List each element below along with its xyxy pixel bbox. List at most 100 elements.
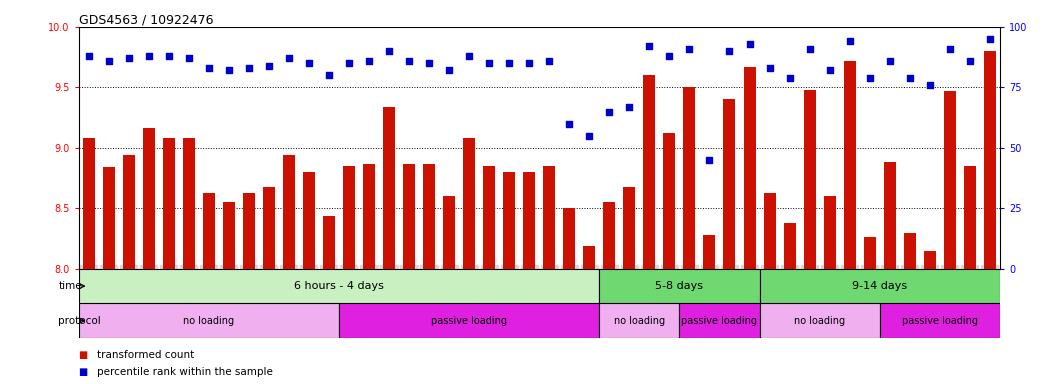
Bar	[759, 269, 1000, 303]
Bar	[504, 172, 515, 269]
Point	[381, 48, 398, 54]
Point	[180, 55, 197, 61]
Point	[901, 74, 918, 81]
Point	[160, 53, 177, 59]
Bar	[79, 269, 599, 303]
Bar	[423, 164, 436, 269]
Point	[641, 43, 658, 49]
Bar	[904, 232, 916, 269]
Point	[741, 41, 758, 47]
Bar	[463, 138, 475, 269]
Bar	[643, 75, 655, 269]
Point	[441, 67, 458, 73]
Bar	[583, 246, 596, 269]
Point	[661, 53, 677, 59]
Bar	[403, 164, 415, 269]
Text: percentile rank within the sample: percentile rank within the sample	[97, 367, 273, 377]
Point	[461, 53, 477, 59]
Point	[842, 38, 859, 45]
Text: 6 hours - 4 days: 6 hours - 4 days	[294, 281, 384, 291]
Bar	[623, 187, 636, 269]
Point	[281, 55, 297, 61]
Bar	[864, 237, 875, 269]
Bar	[223, 202, 235, 269]
Bar	[443, 196, 455, 269]
Point	[320, 72, 337, 78]
Bar	[759, 303, 879, 338]
Bar	[122, 155, 135, 269]
Bar	[182, 138, 195, 269]
Bar	[684, 88, 695, 269]
Point	[581, 133, 598, 139]
Text: 5-8 days: 5-8 days	[655, 281, 704, 291]
Text: protocol: protocol	[59, 316, 102, 326]
Bar	[103, 167, 114, 269]
Bar	[483, 166, 495, 269]
Bar	[543, 166, 555, 269]
Bar	[923, 251, 936, 269]
Bar	[984, 51, 996, 269]
Point	[120, 55, 137, 61]
Bar	[599, 269, 759, 303]
Point	[200, 65, 217, 71]
Bar	[680, 303, 759, 338]
Text: GDS4563 / 10922476: GDS4563 / 10922476	[79, 14, 213, 27]
Bar	[563, 209, 575, 269]
Bar	[162, 138, 175, 269]
Point	[862, 74, 878, 81]
Text: ■: ■	[79, 367, 88, 377]
Point	[140, 53, 157, 59]
Point	[801, 46, 818, 52]
Point	[421, 60, 438, 66]
Bar	[142, 129, 155, 269]
Point	[500, 60, 517, 66]
Text: transformed count: transformed count	[97, 350, 195, 360]
Bar	[704, 235, 715, 269]
Bar	[343, 166, 355, 269]
Point	[941, 46, 958, 52]
Bar	[383, 107, 395, 269]
Bar	[524, 172, 535, 269]
Text: no loading: no loading	[614, 316, 665, 326]
Point	[921, 82, 938, 88]
Point	[541, 58, 558, 64]
Bar	[283, 155, 295, 269]
Bar	[884, 162, 896, 269]
Bar	[322, 215, 335, 269]
Bar	[203, 193, 215, 269]
Point	[561, 121, 578, 127]
Text: ■: ■	[79, 350, 88, 360]
Point	[961, 58, 978, 64]
Point	[401, 58, 418, 64]
Text: 9-14 days: 9-14 days	[852, 281, 908, 291]
Bar	[844, 61, 855, 269]
Point	[261, 63, 277, 69]
Point	[241, 65, 258, 71]
Bar	[943, 91, 956, 269]
Bar	[743, 67, 756, 269]
Bar	[603, 202, 616, 269]
Text: time: time	[59, 281, 82, 291]
Point	[340, 60, 357, 66]
Point	[821, 67, 838, 73]
Point	[220, 67, 237, 73]
Bar	[664, 133, 675, 269]
Point	[981, 36, 998, 42]
Point	[621, 104, 638, 110]
Bar	[363, 164, 375, 269]
Point	[761, 65, 778, 71]
Point	[101, 58, 117, 64]
Bar	[879, 303, 1000, 338]
Bar	[243, 193, 254, 269]
Bar	[599, 303, 680, 338]
Bar	[964, 166, 976, 269]
Point	[520, 60, 537, 66]
Point	[701, 157, 718, 163]
Point	[360, 58, 377, 64]
Bar	[263, 187, 274, 269]
Point	[81, 53, 97, 59]
Point	[300, 60, 317, 66]
Text: no loading: no loading	[794, 316, 845, 326]
Text: no loading: no loading	[183, 316, 235, 326]
Bar	[83, 138, 94, 269]
